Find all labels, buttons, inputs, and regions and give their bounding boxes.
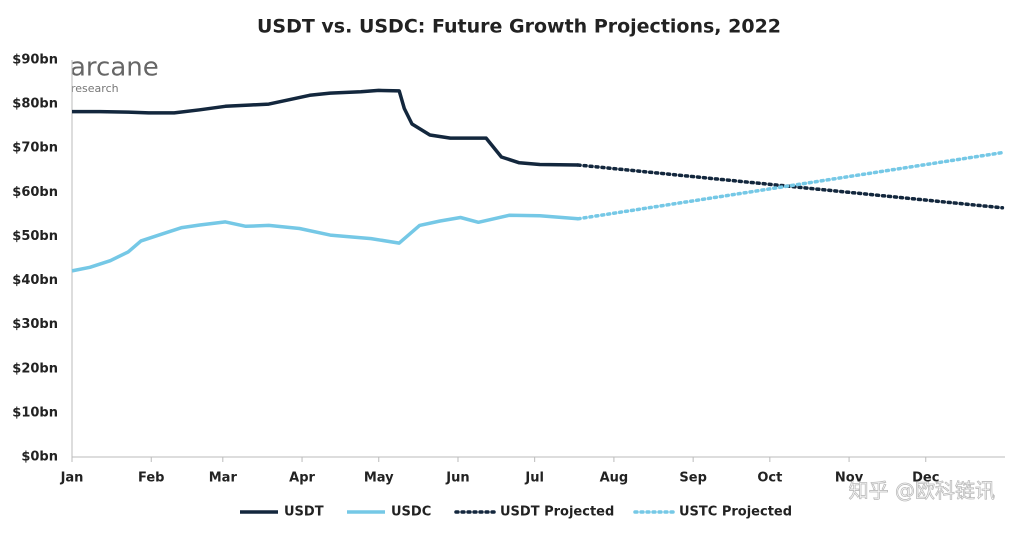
x-tick-label: Apr <box>289 471 315 486</box>
x-tick-label: Feb <box>138 471 164 486</box>
x-tick-label: Mar <box>209 471 238 486</box>
x-tick-label: Jul <box>524 471 544 486</box>
logo: arcane <box>70 53 159 83</box>
y-tick-label: $90bn <box>12 53 58 68</box>
line <box>71 213 579 273</box>
legend-label: USDT Projected <box>500 505 614 520</box>
y-tick-label: $70bn <box>12 141 58 156</box>
x-tick-label: May <box>364 471 394 486</box>
legend-label: USDC <box>391 505 431 520</box>
y-tick-label: $60bn <box>12 185 58 200</box>
line <box>576 150 1005 221</box>
x-tick-label: Oct <box>757 471 782 486</box>
y-tick-label: $80bn <box>12 97 58 112</box>
y-tick-label: $40bn <box>12 273 58 288</box>
logo-sub: research <box>71 82 119 95</box>
y-tick-label: $10bn <box>12 405 58 420</box>
y-tick-label: $20bn <box>12 361 58 376</box>
legend-label: USDT <box>284 505 324 520</box>
x-tick-label: Jan <box>60 471 84 486</box>
x-tick-label: Dec <box>912 471 939 486</box>
x-tick-label: Jun <box>445 471 469 486</box>
x-tick-label: Sep <box>679 471 707 486</box>
chart-title: USDT vs. USDC: Future Growth Projections… <box>257 16 781 38</box>
x-tick-label: Nov <box>835 471 864 486</box>
y-tick-label: $0bn <box>21 450 58 465</box>
watermark: 知乎 @欧科链讯 <box>849 479 995 503</box>
x-tick-label: Aug <box>600 471 629 486</box>
legend-label: USTC Projected <box>679 505 792 520</box>
y-tick-label: $30bn <box>12 317 58 332</box>
y-tick-label: $50bn <box>12 229 58 244</box>
line <box>72 88 579 167</box>
